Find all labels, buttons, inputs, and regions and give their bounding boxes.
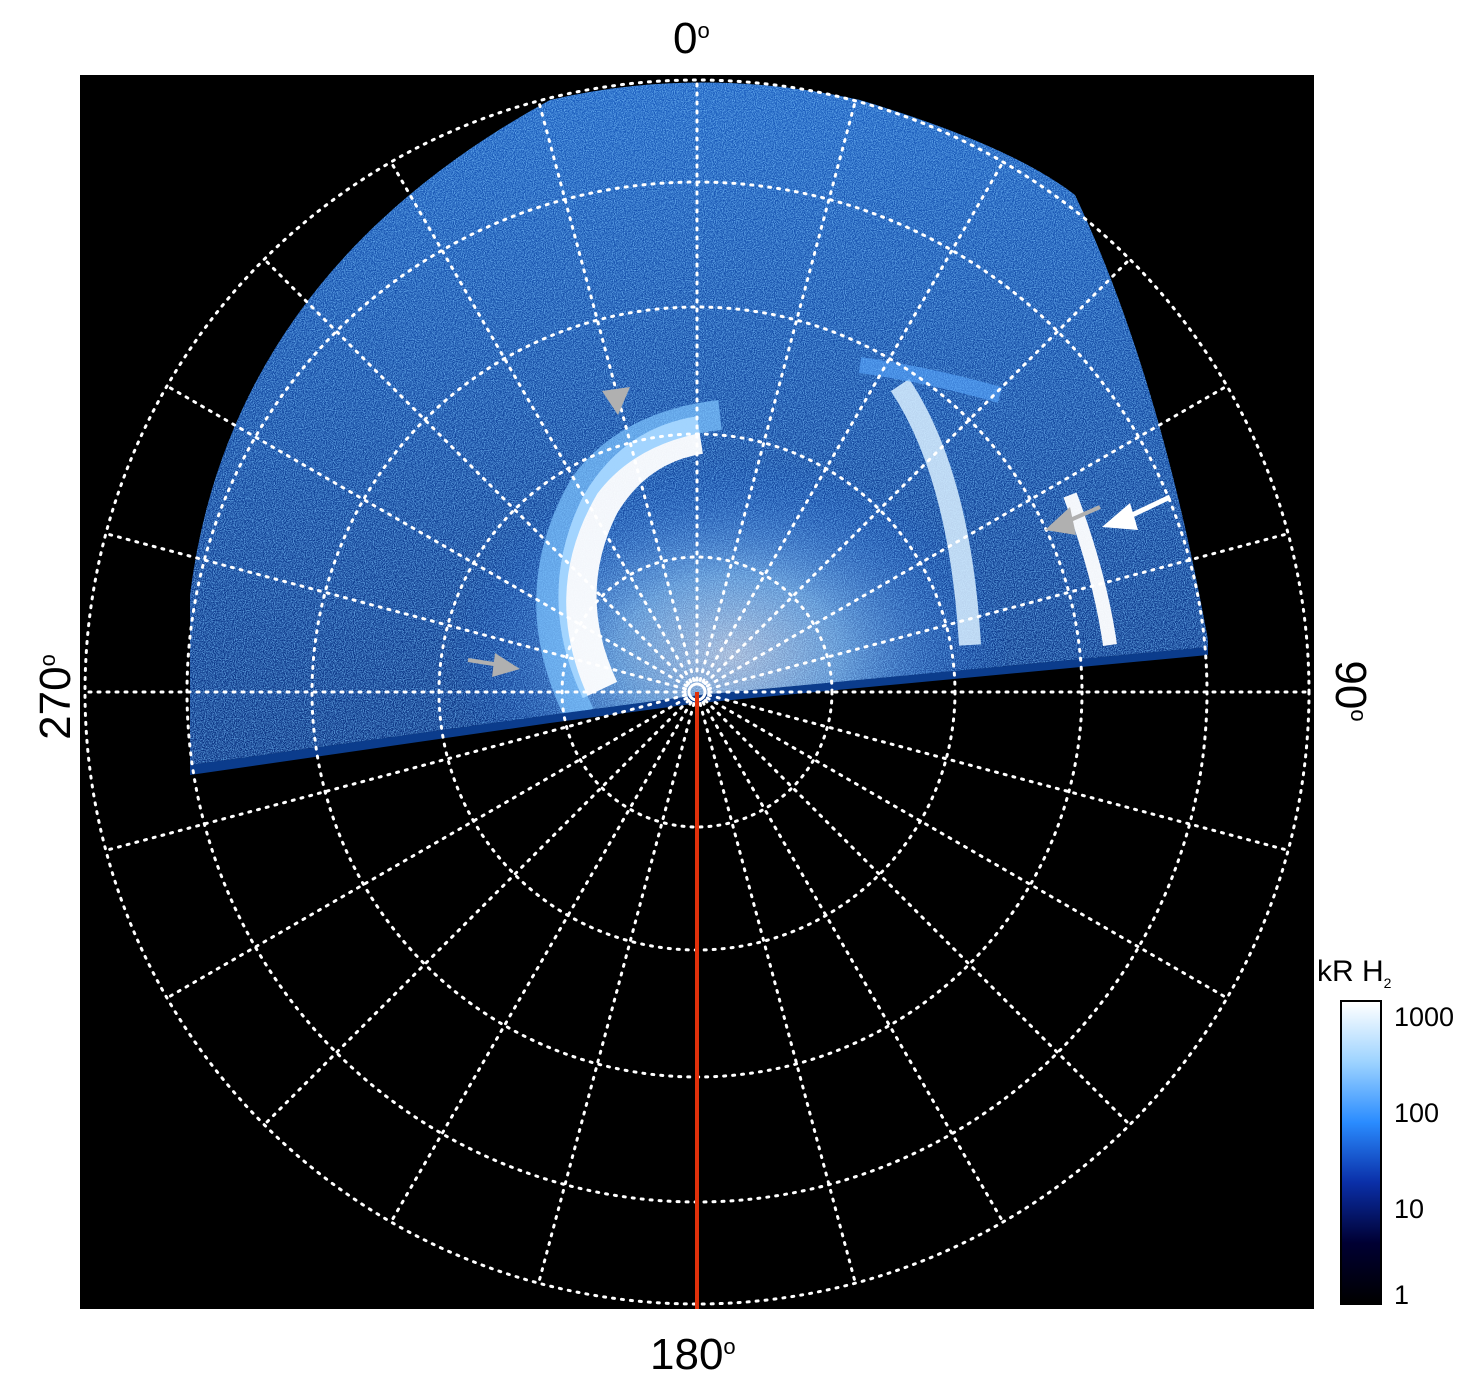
polar-auroral-image [80, 75, 1314, 1309]
white-arrow [1102, 494, 1172, 530]
spoke-line [701, 700, 1005, 1224]
colorbar [1340, 1000, 1382, 1305]
label-90-degrees: 90o [1326, 660, 1375, 722]
spoke-line [707, 532, 1290, 691]
colorbar-tick-1000: 1000 [1394, 1002, 1455, 1032]
polar-projection-svg [83, 78, 1311, 1309]
label-180-degrees: 180o [650, 1330, 736, 1379]
spoke-line [703, 257, 1132, 686]
spoke-line [703, 698, 1132, 1127]
grey-arrow-left [467, 653, 520, 677]
grey-arrow-right [1045, 505, 1101, 535]
spoke-line [698, 99, 857, 682]
spoke-line [165, 384, 689, 688]
spoke-line [262, 257, 691, 686]
spoke-line [701, 160, 1005, 684]
spoke-line [104, 532, 687, 691]
label-0-degrees: 0o [673, 14, 710, 63]
spoke-line [389, 700, 693, 1224]
spoke-line [698, 702, 857, 1285]
spoke-line [537, 702, 696, 1285]
colorbar-tick-1: 1 [1394, 1280, 1410, 1310]
grey-arrow-top [602, 387, 630, 415]
colorbar-title: kR H2 [1317, 955, 1392, 991]
colorbar-tick-100: 100 [1394, 1098, 1440, 1128]
spoke-line [705, 696, 1229, 1000]
label-270-degrees: 270o [31, 654, 80, 740]
spoke-line [389, 160, 693, 684]
spoke-line [104, 693, 687, 852]
colorbar-tick-10: 10 [1394, 1194, 1425, 1224]
spoke-line [705, 384, 1229, 688]
spoke-line [165, 696, 689, 1000]
spoke-line [707, 693, 1290, 852]
spoke-line [262, 698, 691, 1127]
